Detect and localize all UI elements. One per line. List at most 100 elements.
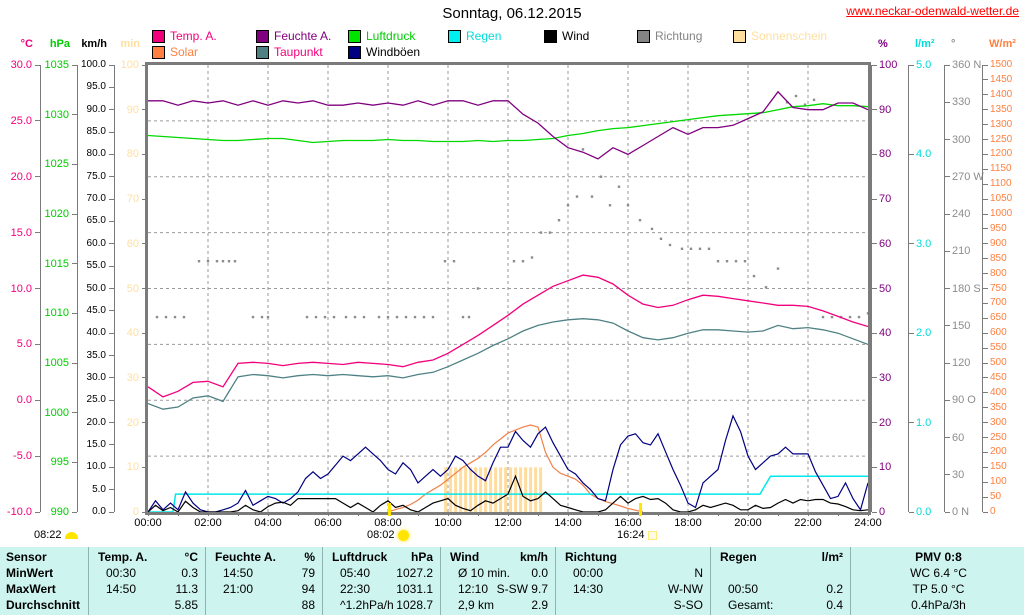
direction-dot [575, 195, 579, 198]
column-name: Luftdruck [332, 550, 388, 564]
column-header: Feuchte A.% [206, 549, 322, 565]
sunshine-bar [444, 467, 448, 512]
axis-tick [35, 343, 40, 345]
direction-dot [734, 260, 738, 263]
axis-tick-label: 300 [952, 133, 971, 146]
legend-label: Luftdruck [366, 29, 416, 43]
axis-tick [72, 511, 77, 513]
axis-tick-label: 0 [990, 506, 996, 517]
cell-time: 00:00 [573, 566, 604, 580]
axis-tick [109, 220, 114, 222]
column-name: Richtung [565, 550, 617, 564]
axis-tick-label: 10.0 [86, 461, 106, 473]
direction-dot [539, 231, 543, 234]
axis-tick-label: 5.0 [16, 338, 32, 351]
cell-value: 0.3 [181, 566, 198, 580]
axis-tick-label: 40 [126, 327, 139, 340]
axis-tick-label: 30 [952, 468, 965, 481]
direction-dot [707, 247, 711, 250]
column-name: Regen [720, 550, 757, 564]
direction-dot [266, 315, 270, 319]
axis-tick-label: 55.0 [86, 260, 106, 272]
x-axis-label: 18:00 [674, 517, 702, 529]
axis-tick [983, 302, 988, 304]
sunshine-bar [494, 467, 498, 512]
table-cell: 05:40 1027.2 [323, 565, 440, 581]
table-column: Regen l/m² 00:50 0.2 Gesamt: 0.4 [710, 547, 850, 615]
x-axis-label: 24:00 [854, 517, 882, 529]
axis-tick [872, 511, 877, 513]
axis-tick-label: 150 [990, 461, 1007, 473]
legend-item: Taupunkt [256, 45, 323, 59]
cell-time: 14:50 [223, 566, 254, 580]
axis-tick [983, 451, 988, 453]
axis-tick-label: 1450 [990, 73, 1013, 85]
direction-dot [557, 219, 561, 222]
cell-value: S-SW 9.7 [496, 582, 548, 596]
axis-tick-label: 70.0 [86, 193, 106, 205]
direction-dot [689, 247, 693, 250]
sunshine-bar [479, 467, 483, 512]
table-cell [711, 565, 850, 581]
x-axis-tick [358, 512, 359, 516]
axis-tick [945, 101, 950, 103]
axis-tick-label: -10.0 [6, 506, 32, 518]
axis-tick [983, 407, 988, 409]
axis-tick-label: 1000 [44, 406, 69, 419]
website-link[interactable]: www.neckar-odenwald-wetter.de [846, 4, 1019, 18]
axis-tick-label: 1030 [44, 108, 69, 121]
legend-label: Taupunkt [274, 45, 323, 59]
direction-dot [395, 315, 399, 319]
sunshine-bar [539, 467, 543, 512]
axis-tick-label: 995 [50, 456, 69, 469]
sunshine-bar [534, 467, 538, 512]
axis-tick-label: 950 [990, 222, 1007, 234]
axis-tick-label: 450 [990, 371, 1007, 383]
axis-tick [109, 265, 114, 267]
axis-tick [72, 263, 77, 265]
gusts-line [147, 414, 869, 513]
axis-tick-label: 1350 [990, 103, 1013, 115]
direction-dot [830, 315, 834, 319]
cell-value: W-NW [667, 582, 703, 596]
legend-swatch [256, 29, 269, 43]
axis-unit-label: l/m² [915, 38, 935, 50]
cell-time [215, 597, 223, 613]
axis-tick [983, 377, 988, 379]
cell-time: 22:30 [340, 582, 371, 596]
axis-tick-label: 90 O [952, 394, 976, 407]
direction-dot [650, 227, 654, 231]
x-axis-tick [538, 512, 539, 516]
axis-tick-label: 800 [990, 267, 1007, 279]
legend-label: Temp. A. [170, 29, 217, 43]
axis-tick [109, 489, 114, 491]
axis-tick [72, 412, 77, 414]
x-axis-tick [568, 512, 569, 516]
cell-time: 14:30 [573, 582, 604, 596]
sunshine-bar [524, 467, 528, 512]
axis-tick-label: 1200 [990, 148, 1013, 160]
cell-value: 2.9 [531, 598, 548, 612]
axis-tick [983, 183, 988, 185]
direction-dot [206, 260, 210, 263]
axis-tick [142, 377, 147, 379]
axis-tick [142, 243, 147, 245]
table-cell: S-SO [556, 597, 710, 613]
axis-tick-label: 5.0 [92, 483, 106, 495]
axis-tick-label: 0.0 [916, 506, 932, 518]
axis-tick [72, 163, 77, 165]
legend-label: Windböen [366, 45, 421, 59]
direction-dot [716, 260, 720, 263]
legend-label: Feuchte A. [274, 29, 332, 43]
sunshine-bar [464, 467, 468, 512]
axis-tick-label: 60.0 [86, 237, 106, 249]
axis-tick [872, 198, 877, 200]
axis-tick [72, 213, 77, 215]
cell-time: 21:00 [223, 582, 254, 596]
direction-dot [413, 315, 417, 319]
cell-value: N [694, 566, 703, 580]
direction-dot [155, 315, 159, 319]
axis-tick-label: 270 W [952, 170, 984, 183]
axis-tick-label: 50 [126, 282, 139, 295]
axis-tick [983, 258, 988, 260]
